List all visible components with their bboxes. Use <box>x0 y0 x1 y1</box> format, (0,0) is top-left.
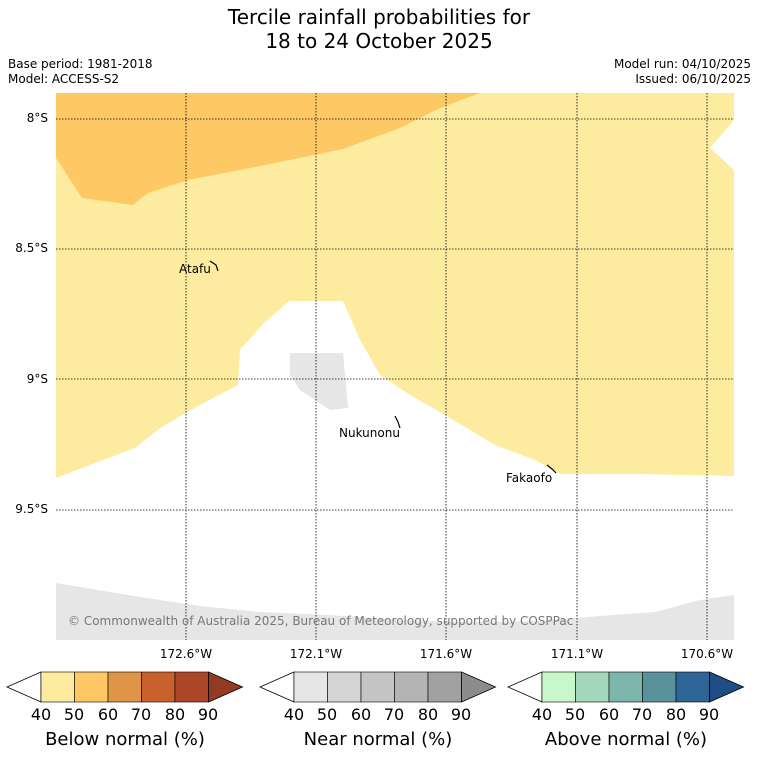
model-run: Model run: 04/10/2025 <box>613 57 751 71</box>
place-label-atafu: Atafu <box>179 262 211 276</box>
below-normal-colorbar <box>6 671 244 703</box>
near-normal-title: Near normal (%) <box>303 729 453 750</box>
below-normal-50-60-region <box>56 93 480 205</box>
above-tick: 60 <box>598 705 620 724</box>
above-colorbar-extend-high <box>709 671 745 703</box>
meta-right: Model run: 04/10/2025 Issued: 06/10/2025 <box>614 57 751 87</box>
below-colorbar-segment <box>74 671 109 703</box>
near-colorbar-segment <box>427 671 462 703</box>
map-area <box>56 93 734 640</box>
below-tick: 50 <box>63 705 85 724</box>
above-colorbar-segment <box>541 671 576 703</box>
near-normal-40-50-region-center <box>290 353 348 410</box>
above-colorbar-segment <box>575 671 610 703</box>
below-tick: 80 <box>164 705 186 724</box>
chart-title: Tercile rainfall probabilities for 18 to… <box>0 5 758 53</box>
near-tick: 70 <box>383 705 405 724</box>
near-colorbar-segment <box>327 671 362 703</box>
below-normal-title: Below normal (%) <box>45 729 205 750</box>
near-colorbar-segment <box>394 671 429 703</box>
place-label-nukunonu: Nukunonu <box>339 426 400 440</box>
below-colorbar-segment <box>141 671 176 703</box>
near-colorbar-extend-low <box>259 671 295 703</box>
above-tick: 40 <box>531 705 553 724</box>
near-tick: 60 <box>350 705 372 724</box>
nukunonu-island <box>394 415 401 429</box>
copyright-notice: © Commonwealth of Australia 2025, Bureau… <box>68 614 574 628</box>
near-tick: 80 <box>417 705 439 724</box>
base-period: Base period: 1981-2018 <box>8 57 153 71</box>
above-colorbar-segment <box>675 671 710 703</box>
above-colorbar-segment <box>642 671 677 703</box>
lon-label-171-1w: 171.1°W <box>550 647 604 661</box>
lat-label-9s: 9°S <box>26 372 48 386</box>
lat-label-9-5s: 9.5°S <box>15 502 48 516</box>
near-colorbar-extend-high <box>461 671 497 703</box>
fakaofo-island <box>546 464 557 474</box>
near-tick: 90 <box>450 705 472 724</box>
model-name: Model: ACCESS-S2 <box>8 72 120 86</box>
above-tick: 50 <box>564 705 586 724</box>
below-normal-40-50-region <box>56 93 734 478</box>
issued-date: Issued: 06/10/2025 <box>635 72 751 86</box>
near-normal-40-50-region-south <box>56 583 734 640</box>
above-colorbar-extend-low <box>507 671 543 703</box>
below-colorbar-segment <box>174 671 209 703</box>
near-tick: 50 <box>316 705 338 724</box>
near-colorbar-segment <box>360 671 395 703</box>
lon-label-172-1w: 172.1°W <box>289 647 343 661</box>
below-colorbar-segment <box>40 671 75 703</box>
lon-label-170-6w: 170.6°W <box>680 647 734 661</box>
above-colorbar-segment <box>608 671 643 703</box>
title-line-2: 18 to 24 October 2025 <box>265 29 493 53</box>
lon-label-171-6w: 171.6°W <box>419 647 473 661</box>
below-colorbar-extend-high <box>208 671 244 703</box>
below-tick: 40 <box>30 705 52 724</box>
above-tick: 90 <box>698 705 720 724</box>
place-label-fakaofo: Fakaofo <box>506 471 553 485</box>
near-colorbar-segment <box>293 671 328 703</box>
above-normal-colorbar <box>507 671 745 703</box>
below-colorbar-extend-low <box>6 671 42 703</box>
below-colorbar-segment <box>107 671 142 703</box>
near-tick: 40 <box>283 705 305 724</box>
below-tick: 70 <box>130 705 152 724</box>
above-tick: 80 <box>665 705 687 724</box>
atafu-island <box>209 260 219 272</box>
lat-label-8-5s: 8.5°S <box>15 241 48 255</box>
above-normal-title: Above normal (%) <box>544 729 708 750</box>
lat-label-8s: 8°S <box>26 111 48 125</box>
above-tick: 70 <box>631 705 653 724</box>
lon-label-172-6w: 172.6°W <box>159 647 213 661</box>
below-tick: 60 <box>97 705 119 724</box>
graticule <box>56 93 734 640</box>
meta-left: Base period: 1981-2018 Model: ACCESS-S2 <box>8 57 153 87</box>
below-tick: 90 <box>197 705 219 724</box>
near-normal-colorbar <box>259 671 497 703</box>
title-line-1: Tercile rainfall probabilities for <box>227 5 531 29</box>
